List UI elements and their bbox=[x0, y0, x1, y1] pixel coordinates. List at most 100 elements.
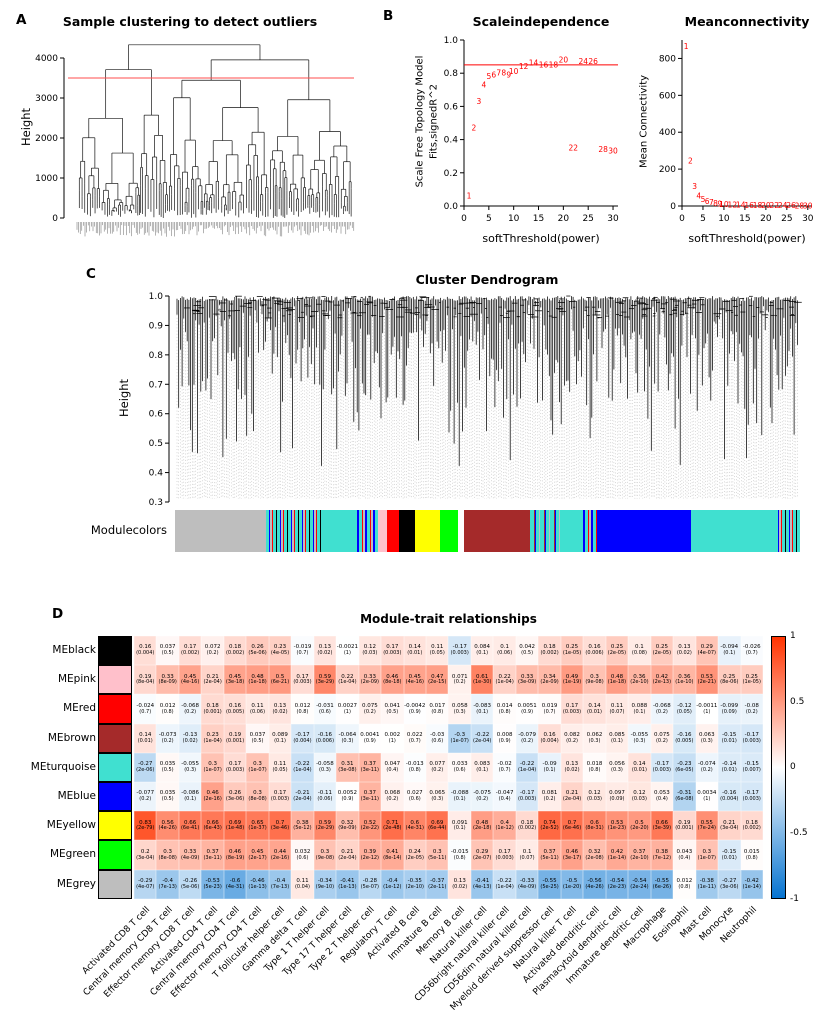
heatmap-cell-p: (0.3) bbox=[700, 737, 713, 744]
heatmap-cell-corr: -0.068 bbox=[653, 702, 671, 709]
power-point-label: 10 bbox=[509, 67, 519, 76]
heatmap-cell-p: (0.02) bbox=[182, 737, 198, 744]
heatmap-cell-p: (2e-09) bbox=[540, 679, 559, 686]
heatmap-cell: -0.14 (0.01) bbox=[718, 752, 741, 782]
heatmap-cell-corr: 0.48 bbox=[251, 673, 264, 680]
heatmap-cell-corr: 0.063 bbox=[698, 732, 715, 738]
heatmap-cell-p: (1e-11) bbox=[697, 883, 716, 890]
heatmap-cell: -0.09 (0.1) bbox=[538, 752, 561, 782]
heatmap-cell-p: (5e-11) bbox=[428, 854, 447, 861]
heatmap-cell: 0.022 (0.7) bbox=[403, 723, 427, 753]
heatmap-cell: 0.002 (1) bbox=[381, 723, 404, 753]
heatmap-cell-p: (1e-12) bbox=[495, 825, 514, 832]
power-point-label: 3 bbox=[477, 97, 482, 106]
heatmap-cell: -0.099 (0.09) bbox=[718, 694, 741, 724]
heatmap-cell-p: (0.07) bbox=[609, 708, 625, 715]
cluster-dendrogram-plot: 0.3 0.4 0.5 0.6 0.7 0.8 0.9 1.0 bbox=[149, 292, 802, 508]
heatmap-cell-corr: 0.45 bbox=[184, 673, 197, 680]
heatmap-cell-p: (1e-04) bbox=[495, 679, 514, 686]
heatmap-cell: -0.38 (1e-11) bbox=[695, 869, 719, 899]
heatmap-cell-corr: -0.16 bbox=[317, 732, 333, 738]
heatmap-cell-p: (0.6) bbox=[453, 767, 466, 774]
heatmap-cell-p: (4e-16) bbox=[180, 679, 200, 686]
heatmap-cell: 0.45 (4e-16) bbox=[178, 665, 202, 695]
tick-or-point-label: 5 bbox=[486, 214, 492, 224]
heatmap-cell-corr: 0.25 bbox=[655, 644, 669, 651]
heatmap-cell-p: (0.5) bbox=[521, 650, 534, 657]
heatmap-cell: -0.46 (1e-13) bbox=[246, 869, 269, 899]
heatmap-cell-p: (8e-08) bbox=[248, 796, 267, 803]
heatmap-cell-corr: 0.33 bbox=[184, 848, 197, 855]
heatmap-cell-p: (0.3) bbox=[431, 796, 444, 803]
heatmap-cell: 0.3 (9e-08) bbox=[583, 665, 606, 695]
colorbar-tick-label: 1 bbox=[790, 631, 796, 641]
heatmap-cell: -0.16 (0.006) bbox=[313, 723, 337, 753]
heatmap-cell-p: (0.003) bbox=[270, 796, 290, 803]
heatmap-cell-corr: -0.27 bbox=[138, 761, 153, 768]
heatmap-cell-corr: -0.54 bbox=[632, 878, 647, 884]
heatmap-cell-p: (0.06) bbox=[250, 708, 266, 715]
heatmap-cell: -0.17 (0.003) bbox=[515, 782, 539, 812]
heatmap-cell-corr: 0.25 bbox=[565, 644, 579, 651]
heatmap-cell-corr: -0.26 bbox=[183, 878, 198, 884]
heatmap-cell: 0.39 (2e-12) bbox=[358, 840, 382, 870]
heatmap-cell-corr: -0.5 bbox=[566, 878, 578, 884]
heatmap-cell: 0.041 (0.5) bbox=[381, 694, 404, 724]
heatmap-cell: 0.36 (2e-10) bbox=[628, 665, 651, 695]
heatmap-cell: 0.12 (0.03) bbox=[628, 782, 651, 812]
heatmap-cell-corr: -0.0042 bbox=[404, 702, 426, 709]
heatmap-cell: 0.71 (2e-48) bbox=[381, 811, 404, 841]
heatmap-cell-p: (5e-07) bbox=[360, 883, 380, 890]
panel-c-label: C bbox=[86, 266, 96, 282]
heatmap-cell: -0.08 (0.2) bbox=[740, 694, 763, 724]
heatmap-cell: 0.0052 (0.9) bbox=[336, 782, 359, 812]
heatmap-cell: 0.13 (0.02) bbox=[268, 694, 292, 724]
heatmap-cell-p: (0.2) bbox=[476, 796, 489, 803]
power-point-label: 18 bbox=[753, 201, 763, 210]
tick-or-point-label: 0.2 bbox=[444, 169, 458, 179]
heatmap-cell: 0.66 (3e-39) bbox=[650, 811, 674, 841]
heatmap-cell-corr: 0.085 bbox=[609, 732, 625, 738]
heatmap-cell: 0.17 (0.003) bbox=[268, 782, 292, 812]
power-point-label: 5 bbox=[701, 195, 706, 204]
heatmap-colorbar bbox=[771, 636, 786, 899]
heatmap-cell-corr: 0.072 bbox=[204, 644, 221, 651]
heatmap-cell-corr: 0.49 bbox=[565, 673, 579, 680]
heatmap-cell: 0.45 (3e-18) bbox=[223, 665, 247, 695]
heatmap-cell-p: (0.05) bbox=[429, 650, 445, 657]
heatmap-cell-p: (0.09) bbox=[609, 796, 625, 803]
heatmap-cell-p: (0.01) bbox=[631, 767, 647, 774]
heatmap-cell-corr: 0.69 bbox=[431, 819, 444, 826]
heatmap-cell: 0.22 (1e-04) bbox=[336, 665, 359, 695]
colorbar-tick-label: 0.5 bbox=[790, 696, 805, 707]
heatmap-cell-corr: 0.3 bbox=[208, 761, 217, 768]
colorbar-tick-label: -0.5 bbox=[790, 828, 808, 839]
heatmap-cell: -0.31 (6e-08) bbox=[673, 782, 696, 812]
heatmap-cell: 0.36 (1e-10) bbox=[673, 665, 696, 695]
heatmap-cell-p: (0.2) bbox=[655, 737, 668, 744]
heatmap-cell-p: (0.2) bbox=[453, 679, 466, 686]
heatmap-cell-p: (0.002) bbox=[517, 825, 537, 832]
heatmap-cell-corr: 0.13 bbox=[453, 878, 466, 884]
heatmap-cell: -0.27 (3e-06) bbox=[718, 869, 741, 899]
heatmap-cell-p: (1e-04) bbox=[293, 767, 312, 774]
heatmap-cell: 0.21 (3e-04) bbox=[718, 811, 741, 841]
heatmap-cell: -0.0042 (0.9) bbox=[403, 694, 427, 724]
heatmap-cell-corr: 0.17 bbox=[184, 644, 197, 651]
heatmap-cell-corr: -0.33 bbox=[519, 878, 535, 884]
heatmap-cell-corr: 0.59 bbox=[318, 673, 332, 680]
tick-or-point-label: 4000 bbox=[35, 54, 58, 64]
heatmap-cell: 0.42 (2e-13) bbox=[650, 665, 674, 695]
heatmap-cell-p: (1e-14) bbox=[607, 854, 627, 861]
heatmap-cell-p: (0.1) bbox=[274, 737, 286, 744]
heatmap-cell-corr: 0.042 bbox=[519, 644, 535, 651]
heatmap-cell-corr: -0.11 bbox=[317, 790, 333, 797]
heatmap-cell-p: (4e-05) bbox=[270, 650, 290, 657]
power-point-label: 1 bbox=[467, 192, 472, 201]
heatmap-cell-corr: 0.0051 bbox=[517, 702, 537, 709]
heatmap-cell-corr: 0.018 bbox=[586, 761, 603, 768]
heatmap-cell: 0.017 (0.8) bbox=[426, 694, 449, 724]
heatmap-cell-p: (0.1) bbox=[633, 708, 646, 715]
heatmap-cell-p: (2e-16) bbox=[203, 796, 222, 803]
heatmap-cell: 0.25 (2e-05) bbox=[650, 636, 674, 666]
